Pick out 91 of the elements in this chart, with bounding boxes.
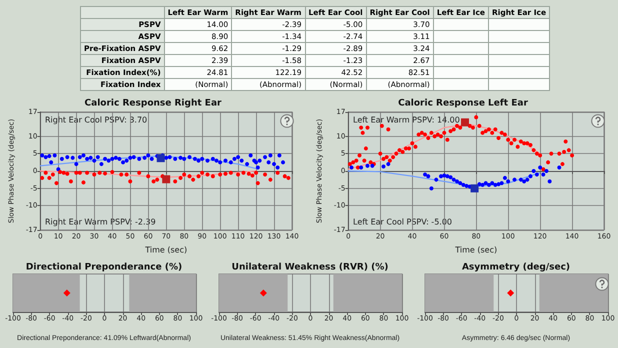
point <box>78 170 82 175</box>
point <box>359 166 364 170</box>
point <box>47 176 52 180</box>
point <box>426 174 430 178</box>
point <box>241 170 246 175</box>
point <box>223 172 228 176</box>
point <box>490 181 494 186</box>
point <box>493 182 498 187</box>
point <box>282 174 287 178</box>
point <box>276 170 280 175</box>
point <box>548 179 552 184</box>
point <box>381 164 386 168</box>
point <box>512 178 517 182</box>
point <box>496 182 501 186</box>
point <box>81 180 86 184</box>
point <box>538 166 542 170</box>
x-axis-title: Time (sec) <box>144 246 188 254</box>
x-axis-title: Time (sec) <box>454 246 498 254</box>
point <box>250 174 254 178</box>
chart-title: Caloric Response Right Ear <box>84 98 222 108</box>
point <box>40 176 44 180</box>
point <box>286 176 290 180</box>
point <box>54 181 59 186</box>
point <box>137 170 142 175</box>
point <box>268 178 272 182</box>
annotation: Left Ear Cool PSPV: -5.00 <box>353 218 452 226</box>
point <box>454 179 459 184</box>
chart-title: Caloric Response Left Ear <box>398 98 528 108</box>
point <box>50 172 55 176</box>
point <box>480 182 485 187</box>
chart-title: Unilateral Weakness (RVR) (%) <box>232 262 388 272</box>
chart-title: Directional Preponderance (%) <box>26 262 182 272</box>
point <box>518 178 523 182</box>
point <box>528 174 532 178</box>
point <box>541 172 546 176</box>
point <box>62 170 66 175</box>
point <box>423 172 428 176</box>
point <box>155 178 160 182</box>
point <box>188 174 192 178</box>
point <box>162 175 170 184</box>
point <box>464 184 469 188</box>
point <box>452 178 456 182</box>
point <box>178 176 183 180</box>
point <box>522 179 526 184</box>
point <box>196 174 201 178</box>
point <box>128 179 132 184</box>
point <box>458 181 462 186</box>
point <box>44 170 48 175</box>
point <box>68 179 73 184</box>
point <box>350 166 354 170</box>
point <box>557 166 562 170</box>
point <box>210 174 215 178</box>
point <box>124 172 129 176</box>
annotation: Right Ear Cool PSPV: 3.70 <box>45 116 148 124</box>
point <box>460 118 469 126</box>
point <box>502 176 507 180</box>
point <box>206 172 210 176</box>
point <box>103 171 108 176</box>
point <box>146 174 150 178</box>
point <box>534 172 539 176</box>
annotation: Left Ear Warm PSPV: 14.00 <box>353 116 460 124</box>
point <box>484 181 488 186</box>
point <box>58 170 62 174</box>
annotation: Right Ear Warm PSPV: -2.39 <box>45 218 156 226</box>
point <box>445 174 450 178</box>
point <box>448 175 453 180</box>
point <box>119 172 124 176</box>
point <box>228 170 233 175</box>
point <box>544 169 548 173</box>
point <box>429 186 434 190</box>
point <box>532 169 536 173</box>
point <box>500 181 504 186</box>
point <box>156 154 165 162</box>
chart-title: Asymmetry (deg/sec) <box>462 262 570 272</box>
point <box>256 181 260 186</box>
point <box>98 170 102 175</box>
point <box>486 182 491 187</box>
point <box>439 174 444 178</box>
point <box>434 178 438 182</box>
point <box>65 172 70 176</box>
point <box>173 179 178 184</box>
point <box>366 164 370 168</box>
point <box>246 172 251 176</box>
point <box>152 179 156 184</box>
point <box>386 162 390 166</box>
point <box>525 178 530 182</box>
point <box>85 170 90 175</box>
point <box>470 184 479 192</box>
point <box>263 172 268 176</box>
point <box>191 178 196 182</box>
point <box>506 179 510 184</box>
